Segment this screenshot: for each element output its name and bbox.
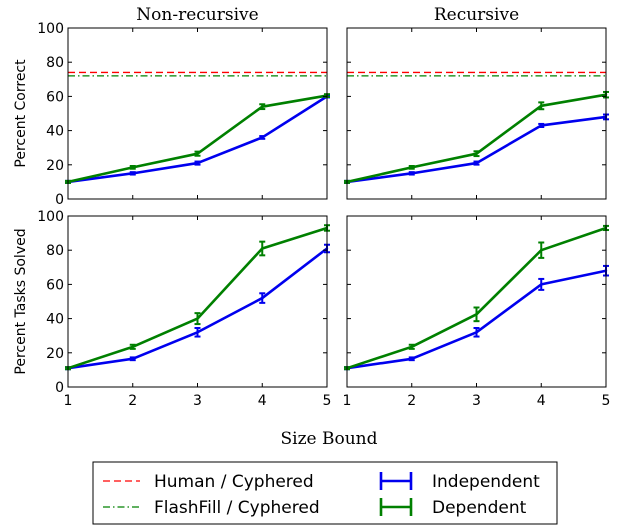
legend-series-label: Independent: [432, 472, 540, 492]
legend-swatch-independent: [379, 472, 413, 490]
y-tick-label: 60: [46, 89, 64, 105]
error-bar-dependent: [194, 312, 201, 326]
panel-r0-c0: 0 20 40 60 80 100: [37, 21, 330, 208]
y-tick-label: 0: [55, 192, 64, 208]
data-point-independent: [475, 161, 478, 165]
data-point-independent: [196, 331, 199, 334]
y-tick-label: 40: [46, 312, 64, 328]
panel-title: Recursive: [434, 5, 519, 25]
panel-title: Non-recursive: [136, 5, 258, 25]
error-bar-dependent: [473, 150, 480, 158]
x-tick-label: 3: [193, 393, 202, 409]
data-point-dependent: [131, 345, 134, 349]
error-bar-independent: [259, 292, 266, 304]
y-axis-label: Percent Tasks Solved: [13, 228, 29, 374]
x-tick-label: 1: [64, 393, 73, 409]
x-tick-label: 4: [537, 393, 546, 409]
data-point-independent: [131, 172, 134, 175]
error-bar-dependent: [408, 343, 415, 350]
y-tick-label: 100: [37, 21, 64, 37]
error-bar-independent: [538, 277, 545, 291]
data-point-independent: [261, 136, 264, 139]
y-tick-label: 20: [46, 346, 64, 362]
data-point-dependent: [540, 249, 543, 252]
y-tick-label: 20: [46, 158, 64, 174]
x-tick-label: 3: [472, 393, 481, 409]
error-bar-dependent: [538, 101, 545, 111]
data-point-dependent: [261, 105, 264, 108]
legend-frame: [92, 461, 558, 525]
data-point-dependent: [261, 247, 264, 250]
data-point-dependent: [475, 152, 478, 155]
error-bar-independent: [129, 356, 136, 362]
error-bar-independent: [473, 160, 480, 166]
data-point-dependent: [410, 166, 413, 169]
data-point-independent: [475, 331, 478, 334]
data-point-independent: [261, 296, 264, 300]
x-tick-label: 5: [323, 393, 332, 409]
data-point-dependent: [540, 104, 543, 108]
error-bar-independent: [408, 171, 415, 176]
y-tick-label: 0: [55, 380, 64, 396]
error-bar-independent: [129, 171, 136, 176]
series-line-dependent: [67, 226, 328, 370]
error-bar-dependent: [129, 164, 136, 170]
x-tick-label: 5: [602, 393, 611, 409]
error-bar-independent: [194, 327, 201, 338]
y-tick-label: 40: [46, 124, 64, 140]
x-tick-label: 1: [343, 393, 352, 409]
error-bar-independent: [538, 122, 545, 129]
error-bar-dependent: [259, 103, 266, 111]
error-bar-dependent: [259, 240, 266, 257]
series-line-dependent: [346, 226, 607, 370]
error-bar-dependent: [129, 343, 136, 350]
series-line-dependent: [67, 94, 328, 184]
series-line-independent: [67, 247, 328, 370]
legend-human-label: Human / Cyphered: [154, 472, 314, 492]
legend-flashfill-label: FlashFill / Cyphered: [154, 498, 320, 518]
data-point-dependent: [475, 313, 478, 316]
error-bar-dependent: [538, 241, 545, 259]
panel-r1-c1: 1 2 3 4 5: [343, 215, 611, 409]
y-tick-label: 60: [46, 277, 64, 293]
data-point-dependent: [410, 345, 413, 349]
series-line-dependent: [346, 93, 607, 184]
x-tick-label: 2: [128, 393, 137, 409]
legend: Human / Cyphered FlashFill / Cyphered Inde…: [92, 461, 558, 525]
error-bar-independent: [473, 327, 480, 338]
y-tick-label: 80: [46, 243, 64, 259]
legend-series-label: Dependent: [432, 498, 527, 518]
series-line-independent: [67, 95, 328, 184]
panel-r0-c1: [344, 27, 609, 200]
error-bar-independent: [408, 356, 415, 362]
data-point-dependent: [131, 166, 134, 169]
data-point-independent: [540, 124, 543, 127]
data-point-independent: [410, 357, 413, 360]
data-point-independent: [196, 161, 199, 165]
y-axis-label: Percent Correct: [13, 59, 29, 168]
data-point-independent: [410, 172, 413, 175]
error-bar-independent: [259, 135, 266, 140]
data-point-dependent: [196, 317, 199, 320]
error-bar-independent: [194, 160, 201, 166]
data-point-dependent: [196, 152, 199, 155]
error-bar-dependent: [473, 306, 480, 323]
error-bar-dependent: [194, 150, 201, 157]
data-point-independent: [131, 357, 134, 360]
x-tick-label: 4: [258, 393, 267, 409]
data-point-independent: [540, 283, 543, 286]
legend-swatch-dependent: [379, 498, 413, 516]
x-tick-label: 2: [407, 393, 416, 409]
y-tick-label: 80: [46, 55, 64, 71]
panel-r1-c0: 0 20 40 60 80 100 1 2 3 4 5: [37, 209, 331, 409]
y-tick-label: 100: [37, 209, 64, 225]
x-axis-label: Size Bound: [280, 429, 377, 449]
error-bar-dependent: [408, 164, 415, 170]
